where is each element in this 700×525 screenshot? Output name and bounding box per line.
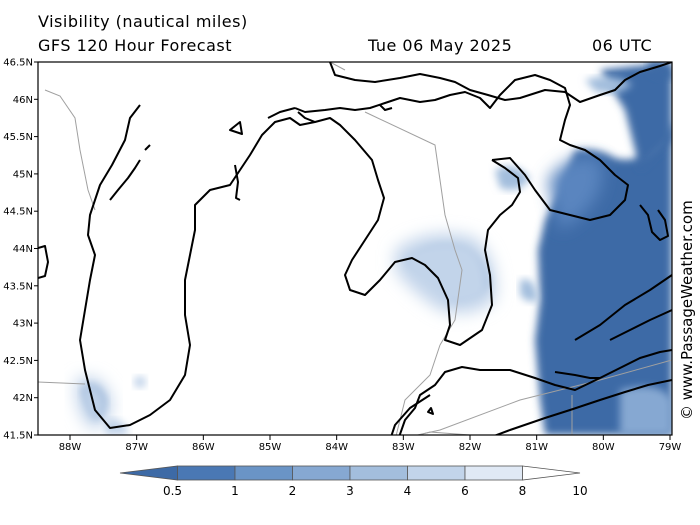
colorbar-label: 4 bbox=[404, 484, 412, 498]
lon-tick-label: 79W bbox=[659, 442, 682, 453]
coastlines bbox=[38, 62, 672, 435]
lon-tick-label: 83W bbox=[392, 442, 415, 453]
latitude-axis: 46.5N 46N 45.5N 45N 44.5N 44N 43.5N 43N 42.5N 42N… bbox=[3, 58, 38, 442]
colorbar-label: 10 bbox=[572, 484, 587, 498]
credit-label: © www.PassageWeather.com bbox=[678, 200, 696, 420]
colorbar-segment bbox=[522, 465, 581, 481]
lat-tick-label: 41.5N bbox=[3, 431, 33, 442]
colorbar-segment bbox=[177, 465, 236, 481]
colorbar-segment bbox=[292, 465, 351, 481]
lat-tick-label: 45.5N bbox=[3, 132, 33, 143]
map-title: Visibility (nautical miles) bbox=[38, 12, 248, 31]
lat-tick-label: 44N bbox=[13, 244, 33, 255]
colorbar-label: 6 bbox=[461, 484, 469, 498]
colorbar-segment bbox=[119, 465, 178, 481]
credit-text: © www.PassageWeather.com bbox=[678, 200, 696, 420]
map-subtitle: GFS 120 Hour Forecast bbox=[38, 36, 233, 55]
lon-tick-label: 80W bbox=[592, 442, 615, 453]
colorbar-label: 2 bbox=[289, 484, 297, 498]
lon-tick-label: 84W bbox=[325, 442, 348, 453]
lon-tick-label: 85W bbox=[259, 442, 282, 453]
lat-tick-label: 46.5N bbox=[3, 58, 33, 69]
lat-tick-label: 42.5N bbox=[3, 356, 33, 367]
colorbar: 0.5 1 2 3 4 6 8 10 bbox=[119, 465, 588, 498]
longitude-axis: 88W 87W 86W 85W 84W 83W 82W 81W 80W 79W bbox=[59, 435, 682, 453]
colorbar-label: 1 bbox=[231, 484, 239, 498]
lat-tick-label: 43N bbox=[13, 319, 33, 330]
colorbar-segment bbox=[349, 465, 408, 481]
forecast-time: 06 UTC bbox=[592, 36, 653, 55]
lon-tick-label: 88W bbox=[59, 442, 82, 453]
state-borders bbox=[38, 62, 672, 435]
colorbar-segment bbox=[234, 465, 293, 481]
colorbar-segment bbox=[464, 465, 523, 481]
colorbar-segment bbox=[407, 465, 466, 481]
lat-tick-label: 44.5N bbox=[3, 207, 33, 218]
forecast-date: Tue 06 May 2025 bbox=[368, 36, 513, 55]
lat-tick-label: 42N bbox=[13, 393, 33, 404]
colorbar-label: 8 bbox=[519, 484, 527, 498]
visibility-shading bbox=[75, 62, 672, 435]
lat-tick-label: 43.5N bbox=[3, 281, 33, 292]
lat-tick-label: 45N bbox=[13, 169, 33, 180]
lon-tick-label: 87W bbox=[125, 442, 148, 453]
lon-tick-label: 82W bbox=[459, 442, 482, 453]
lat-tick-label: 46N bbox=[13, 95, 33, 106]
colorbar-label: 3 bbox=[346, 484, 354, 498]
colorbar-label: 0.5 bbox=[163, 484, 182, 498]
lon-tick-label: 86W bbox=[192, 442, 215, 453]
lon-tick-label: 81W bbox=[525, 442, 548, 453]
